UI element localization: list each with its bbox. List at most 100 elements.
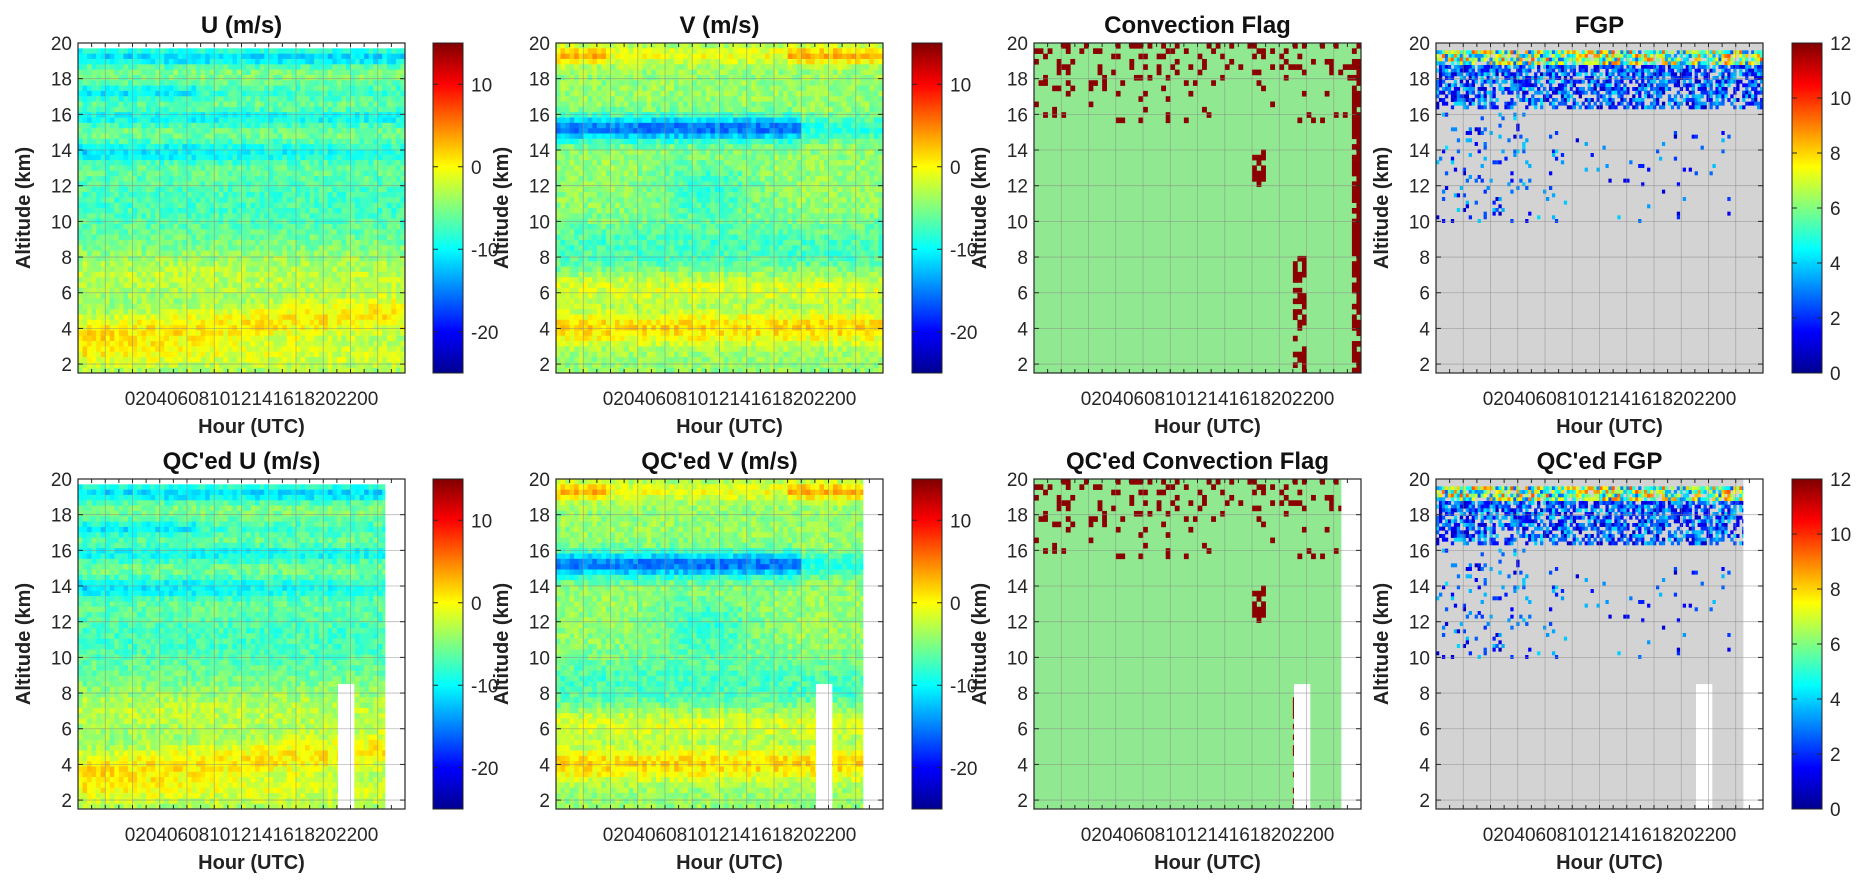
heatmap-cell <box>277 53 283 60</box>
heatmap-cell <box>286 362 292 369</box>
heatmap-cell <box>241 154 247 161</box>
heatmap-cell <box>123 229 129 236</box>
heatmap-cell <box>273 74 279 81</box>
heatmap-cell <box>223 261 229 267</box>
heatmap-cell <box>286 255 292 262</box>
heatmap-cell <box>560 48 566 55</box>
heatmap-cell <box>214 144 220 150</box>
heatmap-cell <box>214 160 220 166</box>
heatmap-cell <box>91 101 97 108</box>
heatmap-cell <box>114 202 120 209</box>
heatmap-cell <box>127 309 133 315</box>
heatmap-cell <box>345 282 351 289</box>
heatmap-cell <box>236 138 242 145</box>
heatmap-cell <box>123 138 129 145</box>
heatmap-cell <box>314 293 320 299</box>
heatmap-cell <box>309 117 315 124</box>
heatmap-cell <box>336 367 342 373</box>
heatmap-cell <box>105 325 111 331</box>
heatmap-cell <box>259 80 265 86</box>
heatmap-cell <box>300 165 306 172</box>
heatmap-cell <box>264 138 270 145</box>
heatmap-cell <box>341 74 347 81</box>
heatmap-cell <box>232 154 238 161</box>
heatmap-cell <box>368 74 374 81</box>
heatmap-cell <box>332 112 338 118</box>
heatmap-cell <box>569 261 575 267</box>
heatmap-cell <box>123 53 129 60</box>
heatmap-cell <box>100 277 106 283</box>
heatmap-cell <box>400 367 405 373</box>
heatmap-cell <box>137 367 142 373</box>
heatmap-cell <box>109 192 115 198</box>
heatmap-cell <box>273 181 279 188</box>
heatmap-cell <box>91 277 97 283</box>
heatmap-cell <box>114 271 120 278</box>
heatmap-cell <box>296 101 301 108</box>
heatmap-cell <box>569 271 575 278</box>
heatmap-cell <box>583 229 589 236</box>
heatmap-cell <box>296 192 301 198</box>
heatmap-cell <box>214 122 220 129</box>
heatmap-cell <box>277 192 283 198</box>
heatmap-cell <box>218 165 224 172</box>
heatmap-cell <box>318 271 324 278</box>
heatmap-cell <box>391 287 397 294</box>
heatmap-cell <box>318 325 324 331</box>
heatmap-cell <box>345 64 351 71</box>
heatmap-cell <box>159 293 165 299</box>
heatmap-cell <box>341 80 347 86</box>
heatmap-cell <box>264 250 270 257</box>
heatmap-cell <box>127 229 133 236</box>
heatmap-cell <box>364 330 370 337</box>
heatmap-cell <box>191 282 197 289</box>
heatmap-cell <box>132 197 138 204</box>
heatmap-cell <box>100 239 106 246</box>
heatmap-cell <box>218 335 224 342</box>
heatmap-cell <box>259 96 265 102</box>
heatmap-cell <box>109 117 115 124</box>
heatmap-cell <box>373 90 379 97</box>
heatmap-cell <box>91 223 97 230</box>
heatmap-cell <box>127 53 133 60</box>
heatmap-cell <box>556 293 561 299</box>
heatmap-cell <box>196 197 202 204</box>
heatmap-cell <box>286 341 292 347</box>
heatmap-cell <box>200 122 206 129</box>
heatmap-cell <box>155 282 161 289</box>
heatmap-cell <box>259 239 265 246</box>
heatmap-cell <box>560 335 566 342</box>
heatmap-cell <box>155 335 161 342</box>
heatmap-cell <box>377 122 383 129</box>
heatmap-cell <box>560 90 566 97</box>
heatmap-cell <box>114 367 120 373</box>
heatmap-cell <box>556 85 561 92</box>
heatmap-cell <box>191 64 197 71</box>
heatmap-cell <box>305 309 311 315</box>
heatmap-cell <box>264 128 270 134</box>
heatmap-cell <box>273 112 279 118</box>
heatmap-cell <box>177 271 183 278</box>
heatmap-cell <box>218 69 224 76</box>
heatmap-cell <box>282 314 288 321</box>
heatmap-cell <box>187 48 192 55</box>
heatmap-cell <box>345 160 351 166</box>
heatmap-cell <box>305 154 311 161</box>
heatmap-cell <box>114 351 120 358</box>
heatmap-cell <box>250 229 256 236</box>
heatmap-cell <box>236 309 242 315</box>
heatmap-cell <box>395 48 401 55</box>
heatmap-cell <box>87 229 93 236</box>
heatmap-cell <box>232 138 238 145</box>
heatmap-cell <box>246 271 251 278</box>
heatmap-cell <box>132 255 138 262</box>
heatmap-cell <box>182 176 188 182</box>
heatmap-cell <box>400 208 405 214</box>
heatmap-cell <box>386 202 392 209</box>
heatmap-cell <box>150 362 156 369</box>
heatmap-cell <box>227 325 233 331</box>
heatmap-cell <box>386 58 392 65</box>
heatmap-cell <box>187 309 192 315</box>
heatmap-cell <box>341 234 347 241</box>
heatmap-cell <box>578 362 584 369</box>
